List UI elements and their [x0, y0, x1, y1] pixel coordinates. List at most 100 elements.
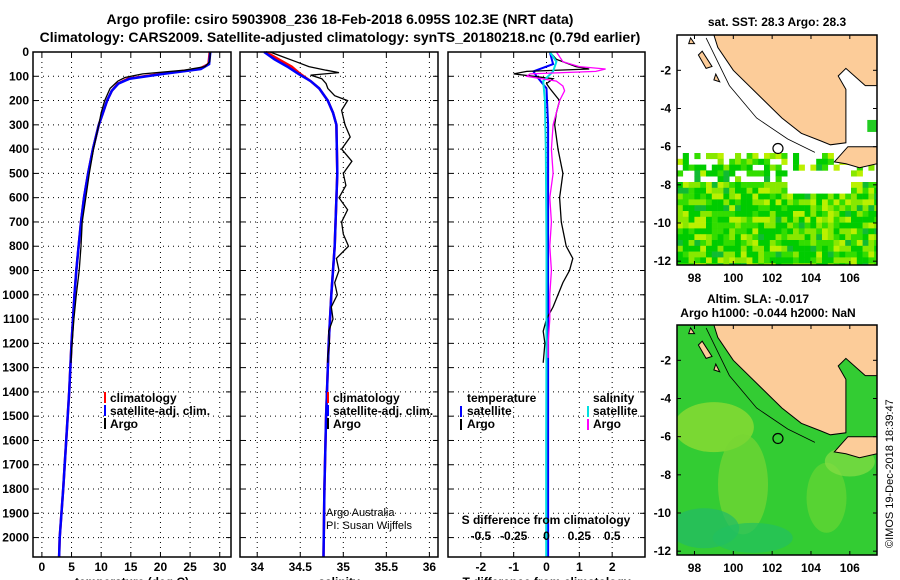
- sst-cell: [810, 228, 817, 235]
- sst-cell: [700, 257, 707, 264]
- sst-cell: [723, 263, 730, 265]
- sst-cell: [764, 176, 771, 183]
- sst-cell: [706, 187, 713, 194]
- sst-cell: [752, 234, 759, 241]
- sst-cell: [816, 164, 823, 171]
- sst-cell: [816, 199, 823, 206]
- x-tick-label: 100: [723, 561, 743, 575]
- sst-cell: [816, 158, 823, 165]
- sst-cell: [677, 199, 684, 206]
- sst-cell: [862, 182, 869, 189]
- sst-cell: [752, 240, 759, 247]
- sst-cell: [706, 257, 713, 264]
- sst-cell: [868, 257, 875, 264]
- bathymetry-contour: [705, 37, 816, 153]
- sst-cell: [688, 211, 695, 218]
- sst-cell: [775, 222, 782, 229]
- sst-cell: [798, 240, 805, 247]
- sst-cell: [723, 199, 730, 206]
- sst-cell: [746, 257, 753, 264]
- sst-cell: [723, 164, 730, 171]
- sst-cell: [740, 234, 747, 241]
- sst-cell: [793, 245, 800, 252]
- sst-cell: [746, 251, 753, 258]
- sst-cell: [804, 211, 811, 218]
- sst-cell: [804, 216, 811, 223]
- sst-cell: [758, 228, 765, 235]
- sst-cell: [752, 263, 759, 265]
- sst-cell: [775, 216, 782, 223]
- sst-cell: [746, 205, 753, 212]
- sst-cell: [851, 205, 858, 212]
- sst-cell: [856, 251, 863, 258]
- x-tick-label: 35.5: [375, 560, 399, 574]
- sst-cell: [833, 216, 840, 223]
- sst-cell: [723, 257, 730, 264]
- x-tick-label: 5: [68, 560, 75, 574]
- x-tick-label: 0: [543, 560, 550, 574]
- sst-cell: [822, 263, 829, 265]
- sst-cell: [827, 228, 834, 235]
- sst-cell: [694, 257, 701, 264]
- sst-cell: [816, 257, 823, 264]
- top-x-tick-label: 0.25: [568, 529, 592, 543]
- sst-cell: [682, 199, 689, 206]
- sst-cell: [874, 257, 877, 264]
- sst-cell: [746, 234, 753, 241]
- sst-cell: [827, 216, 834, 223]
- sst-cell: [798, 205, 805, 212]
- sst-cell: [862, 251, 869, 258]
- y-tick-label: -2: [660, 63, 671, 77]
- sst-cell: [735, 245, 742, 252]
- sst-cell: [688, 234, 695, 241]
- sst-cell: [746, 245, 753, 252]
- x-tick-label: -1: [508, 560, 519, 574]
- sst-cell: [851, 187, 858, 194]
- y-tick-label: 1600: [2, 433, 29, 447]
- sst-cell: [798, 164, 805, 171]
- legend-label: Argo: [593, 417, 621, 431]
- sst-cell: [723, 182, 730, 189]
- sst-cell: [706, 263, 713, 265]
- map-frame: [676, 34, 878, 266]
- sst-cell: [746, 216, 753, 223]
- x-tick-label: 2: [609, 560, 616, 574]
- sst-cell: [717, 234, 724, 241]
- sst-cell: [867, 119, 877, 132]
- sst-cell: [787, 228, 794, 235]
- sst-cell: [740, 222, 747, 229]
- sst-cell: [845, 263, 852, 265]
- sst-cell: [700, 164, 707, 171]
- y-tick-label: -12: [654, 544, 672, 558]
- sst-cell: [868, 245, 875, 252]
- sst-cell: [706, 234, 713, 241]
- sst-cell: [711, 222, 718, 229]
- sst-cell: [868, 222, 875, 229]
- sst-cell: [735, 176, 742, 183]
- y-tick-label: 1300: [2, 361, 29, 375]
- y-tick-label: 1100: [3, 312, 29, 326]
- sst-cell: [822, 228, 829, 235]
- sst-cell: [700, 245, 707, 252]
- sst-cell: [827, 158, 834, 165]
- x-tick-label: 104: [801, 561, 821, 575]
- sst-cell: [711, 257, 718, 264]
- sst-cell: [711, 240, 718, 247]
- sst-cell: [677, 257, 684, 264]
- sst-cell: [787, 240, 794, 247]
- sst-cell: [793, 257, 800, 264]
- sst-cell: [775, 228, 782, 235]
- x-tick-label: 102: [762, 271, 782, 285]
- sst-cell: [729, 216, 736, 223]
- sst-cell: [740, 263, 747, 265]
- sst-cell: [688, 205, 695, 212]
- series-line-s-satellite: [542, 51, 558, 557]
- sst-cell: [775, 164, 782, 171]
- sst-cell: [781, 199, 788, 206]
- y-tick-label: 700: [9, 215, 29, 229]
- sst-cell: [775, 257, 782, 264]
- sst-cell: [839, 216, 846, 223]
- x-tick-label: 98: [688, 271, 702, 285]
- sst-cell: [700, 234, 707, 241]
- sst-cell: [856, 222, 863, 229]
